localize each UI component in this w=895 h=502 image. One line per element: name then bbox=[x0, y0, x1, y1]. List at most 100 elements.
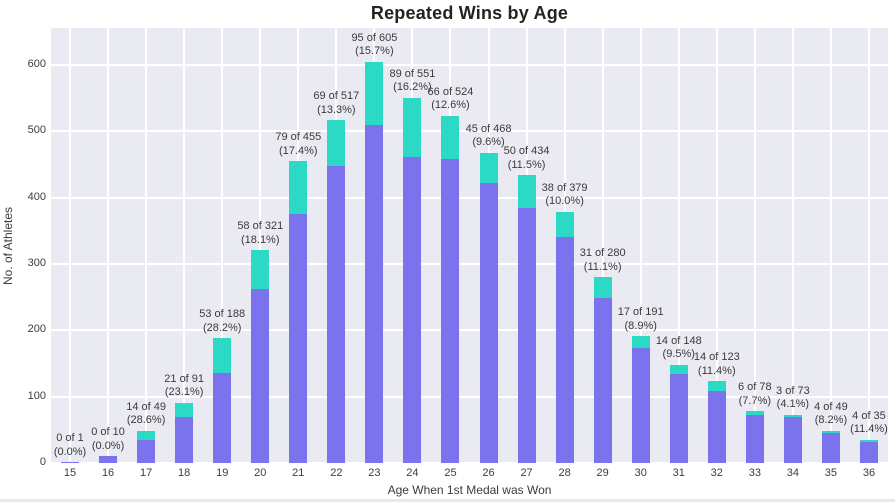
bar-segment-repeated-win bbox=[289, 161, 308, 214]
bar-segment-single-win bbox=[707, 390, 726, 463]
bar-segment-single-win bbox=[175, 416, 194, 463]
x-tick-label: 35 bbox=[824, 467, 838, 479]
x-tick-label: 32 bbox=[710, 467, 723, 479]
bar-label-percent: (4.1%) bbox=[776, 398, 810, 411]
bar-label-count: 6 of 78 bbox=[738, 381, 772, 394]
bar-segment-single-win bbox=[327, 165, 346, 463]
vertical-gridline bbox=[829, 28, 832, 463]
vertical-gridline bbox=[677, 28, 680, 463]
bar-value-label: 4 of 49 (8.2%) bbox=[814, 401, 848, 428]
bar-label-count: 21 of 91 bbox=[164, 372, 205, 385]
x-tick-label: 18 bbox=[178, 467, 191, 479]
bar-segment-single-win bbox=[479, 182, 498, 463]
x-tick-label: 25 bbox=[444, 467, 457, 479]
bar-label-percent: (9.5%) bbox=[662, 348, 695, 361]
bar-value-label: 0 of 1 (0.0%) bbox=[54, 432, 86, 459]
y-tick-label: 500 bbox=[27, 124, 46, 137]
y-tick-label: 0 bbox=[39, 456, 46, 468]
bar-label-percent: (28.2%) bbox=[202, 321, 242, 334]
bar-value-label: 89 of 551 (16.2%) bbox=[389, 68, 435, 95]
horizontal-gridline bbox=[51, 329, 888, 332]
bar-label-count: 89 of 551 bbox=[389, 67, 436, 80]
y-tick-label: 100 bbox=[27, 389, 46, 402]
bottom-edge-strip bbox=[0, 499, 895, 502]
x-tick-label: 19 bbox=[216, 467, 229, 479]
bar-label-count: 14 of 123 bbox=[693, 351, 740, 364]
bar-value-label: 50 of 434 (11.5%) bbox=[504, 145, 550, 172]
x-tick-label: 23 bbox=[368, 467, 381, 479]
bar-value-label: 14 of 148 (9.5%) bbox=[656, 335, 702, 362]
bar-segment-repeated-win bbox=[441, 115, 460, 160]
bar-label-count: 66 of 524 bbox=[427, 85, 474, 98]
x-tick-label: 22 bbox=[330, 467, 343, 479]
bar-segment-repeated-win bbox=[707, 381, 726, 391]
vertical-gridline bbox=[107, 28, 110, 463]
bar-value-label: 17 of 191 (8.9%) bbox=[618, 306, 664, 333]
bar-segment-repeated-win bbox=[669, 364, 688, 375]
bar-segment-single-win bbox=[783, 416, 802, 463]
x-tick-label: 34 bbox=[786, 467, 799, 479]
x-tick-label: 31 bbox=[672, 467, 685, 479]
bar-segment-repeated-win bbox=[403, 97, 422, 157]
bar-value-label: 66 of 524 (12.6%) bbox=[428, 86, 474, 113]
vertical-gridline bbox=[639, 28, 642, 463]
bar-value-label: 95 of 605 (15.7%) bbox=[351, 32, 397, 59]
bar-value-label: 58 of 321 (18.1%) bbox=[237, 220, 283, 247]
bar-label-percent: (9.6%) bbox=[472, 136, 505, 149]
bar-label-count: 3 of 73 bbox=[776, 384, 810, 397]
x-tick-label: 17 bbox=[139, 467, 153, 479]
bar-label-count: 0 of 10 bbox=[91, 426, 125, 439]
bar-label-percent: (11.4%) bbox=[850, 423, 888, 436]
vertical-gridline bbox=[183, 28, 186, 463]
bar-label-percent: (11.4%) bbox=[697, 364, 736, 377]
bar-label-percent: (10.0%) bbox=[545, 195, 584, 208]
bar-segment-repeated-win bbox=[365, 61, 384, 125]
bar-label-count: 45 of 468 bbox=[465, 122, 512, 135]
bar-label-percent: (11.1%) bbox=[583, 260, 622, 273]
bar-value-label: 3 of 73 (4.1%) bbox=[776, 385, 810, 412]
bar-segment-single-win bbox=[555, 236, 574, 463]
bar-segment-repeated-win bbox=[175, 402, 194, 417]
horizontal-gridline bbox=[51, 196, 888, 199]
bar-segment-repeated-win bbox=[137, 430, 156, 440]
bar-segment-repeated-win bbox=[783, 414, 802, 417]
bar-segment-single-win bbox=[859, 442, 878, 463]
x-tick-label: 21 bbox=[292, 467, 305, 479]
bar-label-count: 79 of 455 bbox=[275, 131, 322, 144]
bar-value-label: 69 of 517 (13.3%) bbox=[313, 90, 359, 117]
vertical-gridline bbox=[601, 28, 604, 463]
horizontal-gridline bbox=[51, 395, 888, 398]
x-tick-label: 16 bbox=[101, 467, 115, 479]
bar-value-label: 45 of 468 (9.6%) bbox=[466, 123, 512, 150]
bar-segment-repeated-win bbox=[479, 152, 498, 183]
bar-segment-repeated-win bbox=[821, 430, 840, 434]
bar-value-label: 0 of 10 (0.0%) bbox=[91, 426, 125, 453]
bar-segment-single-win bbox=[669, 374, 688, 463]
bar-segment-repeated-win bbox=[213, 338, 232, 374]
bar-segment-single-win bbox=[99, 456, 118, 463]
bar-label-percent: (18.1%) bbox=[240, 233, 280, 246]
x-tick-label: 15 bbox=[63, 467, 77, 479]
bar-value-label: 14 of 123 (11.4%) bbox=[694, 351, 740, 378]
bar-segment-repeated-win bbox=[327, 120, 346, 166]
bar-label-count: 14 of 148 bbox=[655, 334, 702, 347]
vertical-gridline bbox=[259, 28, 262, 463]
bar-label-percent: (0.0%) bbox=[53, 445, 87, 458]
bar-label-percent: (13.3%) bbox=[317, 103, 356, 116]
bar-label-count: 50 of 434 bbox=[503, 145, 550, 158]
bar-label-percent: (16.2%) bbox=[393, 81, 432, 94]
bar-label-count: 38 of 379 bbox=[541, 181, 588, 194]
bar-segment-single-win bbox=[441, 159, 460, 463]
bar-label-count: 14 of 49 bbox=[126, 400, 166, 413]
bar-segment-single-win bbox=[821, 433, 840, 463]
x-axis-title: Age When 1st Medal was Won bbox=[387, 483, 552, 497]
bar-value-label: 6 of 78 (7.7%) bbox=[738, 381, 772, 408]
x-tick-label: 24 bbox=[406, 467, 419, 479]
y-tick-label: 200 bbox=[27, 323, 46, 336]
bar-label-count: 17 of 191 bbox=[617, 306, 664, 319]
bar-value-label: 21 of 91 (23.1%) bbox=[164, 373, 204, 400]
x-tick-label: 26 bbox=[482, 467, 495, 479]
bar-segment-single-win bbox=[137, 439, 156, 463]
bar-segment-repeated-win bbox=[593, 277, 612, 298]
